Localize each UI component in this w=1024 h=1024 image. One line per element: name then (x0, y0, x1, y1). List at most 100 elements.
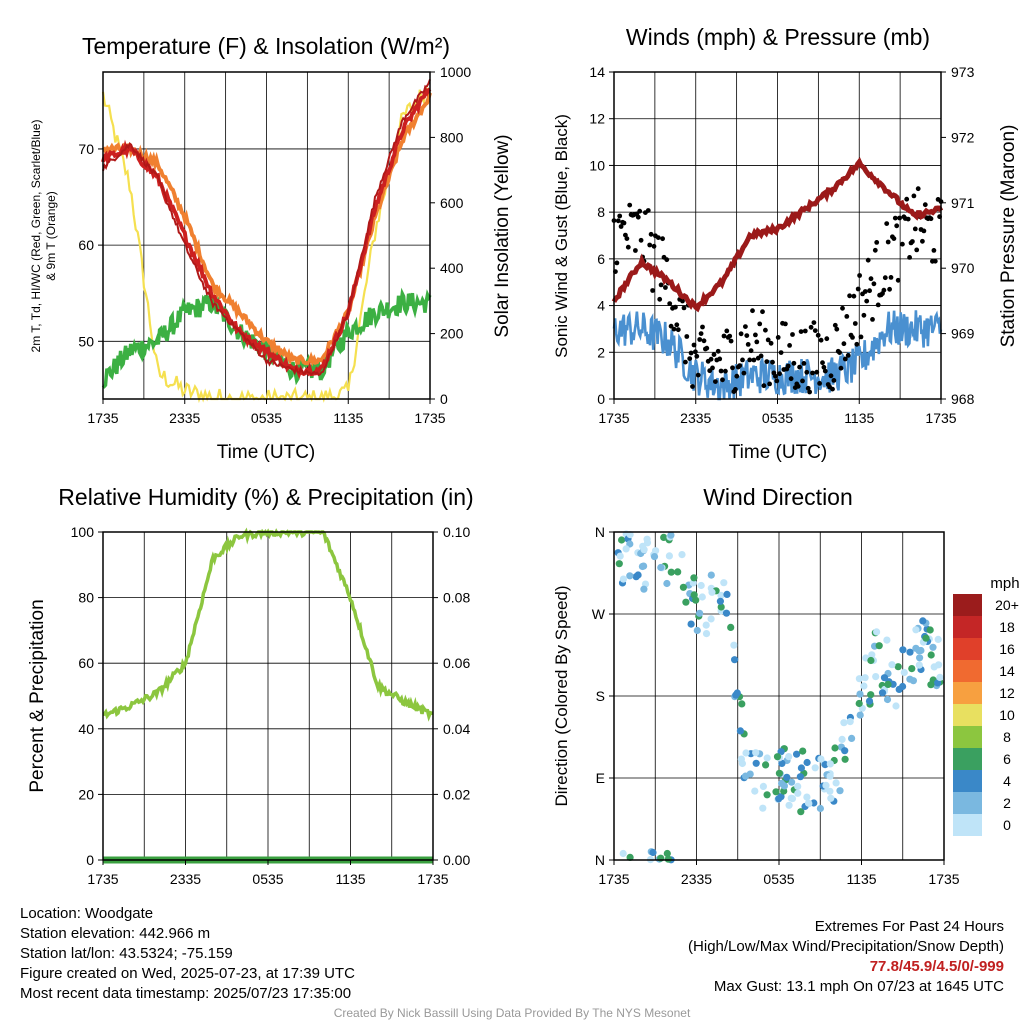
gust-point (715, 348, 721, 354)
extremes-subtitle: (High/Low/Max Wind/Precipitation/Snow De… (688, 938, 1004, 955)
legend-swatch (953, 770, 982, 792)
direction-point (783, 773, 791, 781)
gust-point (681, 305, 687, 311)
gust-point (757, 321, 763, 327)
temperature-x-label: Time (UTC) (217, 442, 316, 463)
direction-point (926, 626, 934, 634)
direction-point (832, 779, 840, 787)
legend-label: 6 (1003, 751, 1011, 767)
gust-point (888, 275, 894, 280)
direction-point (742, 772, 750, 780)
direction-point (717, 603, 725, 611)
direction-point (878, 689, 887, 697)
direction-point (909, 677, 918, 685)
direction-point (793, 750, 801, 758)
gust-point (635, 214, 641, 220)
direction-point (708, 588, 716, 596)
legend-label: 10 (999, 707, 1015, 723)
gust-point (733, 387, 738, 392)
gust-point (748, 348, 754, 354)
gust-point (717, 356, 723, 362)
gust-point (804, 369, 810, 375)
gust-point (817, 381, 822, 386)
pressure-line (611, 156, 944, 313)
direction-point (663, 849, 671, 858)
gust-point (805, 385, 811, 391)
y2-tick-label: 0.08 (443, 590, 470, 606)
gust-point (673, 304, 678, 310)
direction-point (788, 778, 796, 786)
gust-point (711, 352, 717, 357)
direction-point (722, 609, 731, 617)
gust-point (700, 324, 705, 330)
direction-point (696, 609, 704, 617)
dir-tick-label: N (595, 852, 605, 868)
direction-point (619, 849, 627, 858)
gust-point (870, 317, 875, 322)
x-tick-label: 1135 (333, 410, 363, 426)
gust-point (660, 236, 665, 242)
direction-point (738, 759, 747, 768)
y-tick-label: 6 (597, 251, 605, 267)
direction-point (895, 685, 903, 694)
gust-point (802, 328, 808, 334)
direction-point (883, 636, 891, 644)
direction-point (803, 758, 811, 767)
direction-point (759, 804, 767, 812)
direction-point (731, 656, 739, 664)
gust-point (815, 332, 821, 338)
gust-point (713, 379, 718, 384)
direction-point (880, 674, 889, 682)
gust-point (621, 220, 627, 226)
direction-point (678, 551, 686, 559)
extremes-block: Extremes For Past 24 Hours (High/Low/Max… (688, 917, 1004, 997)
gust-point (830, 386, 835, 392)
direction-x-ticks: 1735 2335 0535 1135 1735 (598, 860, 960, 887)
legend-swatch (953, 814, 982, 836)
direction-point (698, 593, 706, 601)
direction-point (826, 787, 834, 795)
direction-point (751, 787, 759, 795)
gust-point (857, 273, 862, 278)
gust-point (801, 361, 807, 366)
direction-point (900, 668, 908, 677)
legend-label: 8 (1003, 729, 1011, 745)
gust-point (855, 286, 861, 292)
gust-point (754, 339, 760, 345)
gust-point (787, 343, 792, 348)
x-tick-label: 1135 (844, 410, 874, 426)
gust-point (920, 238, 925, 244)
gust-point (774, 378, 780, 384)
gust-point (684, 334, 690, 339)
y2-tick-label: 969 (951, 326, 975, 342)
winds-panel: Winds (mph) & Pressure (mb) 1735 2335 0535… (552, 24, 1019, 463)
direction-point (873, 628, 881, 636)
x-tick-label: 1735 (87, 871, 118, 887)
legend-label: 14 (999, 663, 1015, 679)
legend-label: 4 (1003, 773, 1011, 789)
direction-point (717, 591, 725, 600)
gust-point (741, 370, 747, 376)
direction-point (799, 747, 807, 755)
credit-line: Created By Nick Bassill Using Data Provi… (333, 1006, 691, 1020)
gust-point (867, 288, 872, 294)
pressure-y-label: Station Pressure (Maroon) (998, 125, 1019, 348)
direction-point (660, 533, 668, 542)
direction-point (657, 563, 665, 572)
gust-point (891, 236, 897, 242)
direction-point (738, 700, 746, 708)
direction-point (615, 560, 623, 568)
gust-point (808, 324, 814, 330)
legend-swatch (953, 638, 982, 660)
gust-point (874, 240, 880, 245)
gust-point (761, 383, 767, 389)
direction-points (614, 530, 944, 864)
gust-point (894, 223, 900, 229)
dir-tick-label: E (596, 770, 605, 786)
direction-point (763, 791, 771, 799)
humidity-title: Relative Humidity (%) & Precipitation (i… (58, 484, 473, 510)
y-tick-label: 8 (597, 204, 605, 220)
legend-label: 16 (999, 641, 1015, 657)
direction-point (730, 641, 738, 649)
temperature-left-ticks: 50 60 70 (78, 141, 103, 349)
